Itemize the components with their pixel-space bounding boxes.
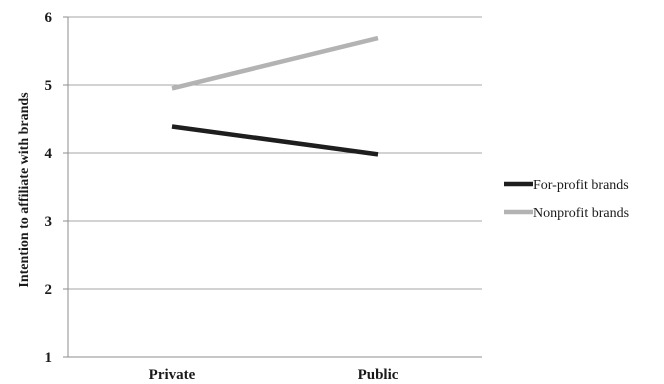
y-tick-labels: 1 2 3 4 5 6 [45,10,53,366]
axes [63,16,482,358]
x-tick-label-public: Public [358,367,399,383]
legend: For-profit brands Nonprofit brands [504,178,629,221]
x-tick-labels: Private Public [149,367,399,383]
series-lines [171,35,379,157]
legend-label-nonprofit: Nonprofit brands [533,206,629,221]
y-tick-label-5: 5 [45,78,53,94]
y-axis-title: Intention to affiliate with brands [17,92,32,288]
y-tick-label-4: 4 [45,146,53,162]
series-line-nonprofit [171,35,379,91]
y-tick-label-1: 1 [45,350,53,366]
y-tick-label-2: 2 [45,282,53,298]
series-line-for-profit [171,124,379,157]
x-tick-label-private: Private [149,367,196,383]
y-tick-label-3: 3 [45,214,53,230]
gridlines [68,16,482,290]
y-tick-label-6: 6 [45,10,53,26]
legend-label-for-profit: For-profit brands [533,178,629,193]
